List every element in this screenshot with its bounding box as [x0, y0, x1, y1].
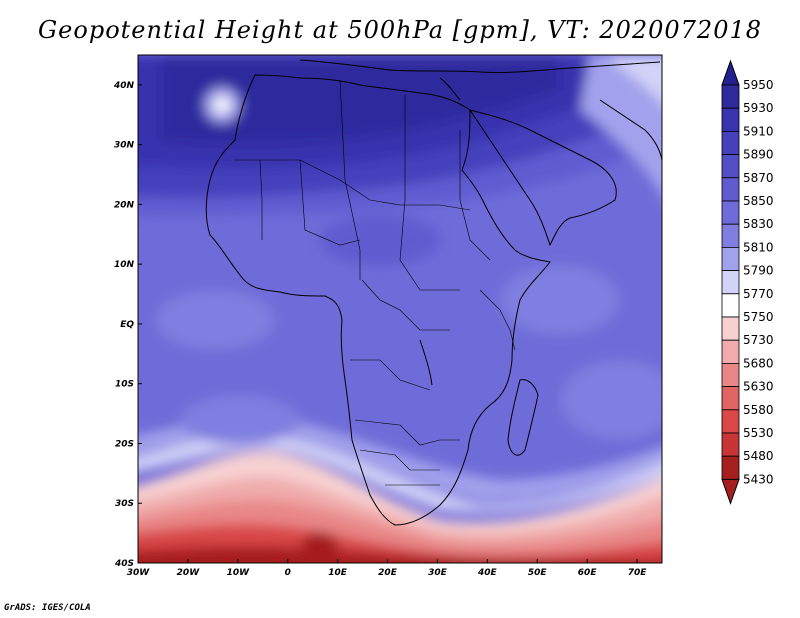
lon-tick-label: 50E [528, 568, 548, 578]
colorbar-swatch [721, 130, 740, 155]
lon-tick-label: 20E [378, 568, 398, 578]
lon-tick-label: 20W [177, 568, 201, 578]
lon-tick-label: 10W [227, 568, 251, 578]
map-axes: 30W 20W 10W 0 10E 20E 30E 40E 50E 60E 70E 40S 30S 20S… [113, 81, 647, 578]
colorbar-swatch [721, 455, 740, 480]
colorbar-swatch [721, 154, 740, 179]
lon-tick-label: 30E [428, 568, 448, 578]
colorbar-label: 5730 [743, 333, 774, 347]
colorbar-swatch [721, 339, 740, 364]
colorbar-swatch [721, 84, 740, 109]
lon-tick-label: 0 [285, 568, 291, 578]
map-frame [137, 54, 663, 564]
colorbar-label: 5750 [743, 310, 774, 324]
colorbar-label: 5480 [743, 449, 774, 463]
colorbar-label: 5810 [743, 240, 774, 254]
colorbar-swatch [721, 409, 740, 434]
colorbar-swatch [721, 432, 740, 457]
colorbar-swatch [721, 270, 740, 295]
lon-tick-label: 40E [477, 568, 498, 578]
colorbar-label: 5950 [743, 78, 774, 92]
lon-tick-label: 10E [328, 568, 348, 578]
grads-credit: GrADS: IGES/COLA [4, 603, 91, 613]
colorbar-swatch [721, 200, 740, 225]
colorbar-swatch [721, 293, 740, 318]
lat-tick-label: 10S [115, 380, 134, 390]
colorbar-label: 5830 [743, 217, 774, 231]
colorbar-label: 5910 [743, 124, 774, 138]
colorbar-label: 5930 [743, 101, 774, 115]
country-borders [235, 79, 516, 486]
colorbar-label: 5790 [743, 264, 774, 278]
colorbar-swatch [721, 362, 740, 387]
coastlines [205, 59, 662, 526]
colorbar-swatch [721, 223, 740, 248]
colorbar-label: 5580 [743, 403, 774, 417]
lat-tick-label: 30N [114, 141, 135, 151]
colorbar-bottom-arrow [721, 478, 740, 505]
colorbar-swatch [721, 177, 740, 202]
lat-tick-label: 20N [114, 200, 135, 210]
colorbar-label: 5850 [743, 194, 774, 208]
map-title: Geopotential Height at 500hPa [gpm], VT:… [38, 16, 762, 44]
colorbar-swatch [721, 246, 740, 271]
lon-tick-label: 30W [127, 568, 151, 578]
lat-tick-label: 10N [114, 260, 135, 270]
lon-tick-label: 70E [628, 568, 648, 578]
colorbar-label: 5630 [743, 380, 774, 394]
colorbar-label: 5770 [743, 287, 774, 301]
colorbar-label: 5430 [743, 472, 774, 486]
colorbar-label: 5680 [743, 356, 774, 370]
height-field [138, 55, 662, 563]
colorbar-label: 5530 [743, 426, 774, 440]
lon-tick-label: 60E [578, 568, 598, 578]
lat-tick-label: 20S [115, 439, 134, 449]
colorbar-swatch [721, 107, 740, 132]
lat-tick-label: EQ [120, 320, 134, 330]
colorbar-swatch [721, 386, 740, 411]
colorbar-swatch [721, 316, 740, 341]
colorbar-label: 5870 [743, 171, 774, 185]
colorbar-top-arrow [721, 59, 740, 86]
lat-tick-label: 40S [114, 559, 134, 569]
colorbar-label: 5890 [743, 148, 774, 162]
lat-tick-label: 40N [113, 81, 135, 91]
colorbar: 5950 5930 5910 5890 5870 5850 5830 5810 5790 5770… [721, 59, 774, 505]
lat-tick-label: 30S [115, 499, 134, 509]
